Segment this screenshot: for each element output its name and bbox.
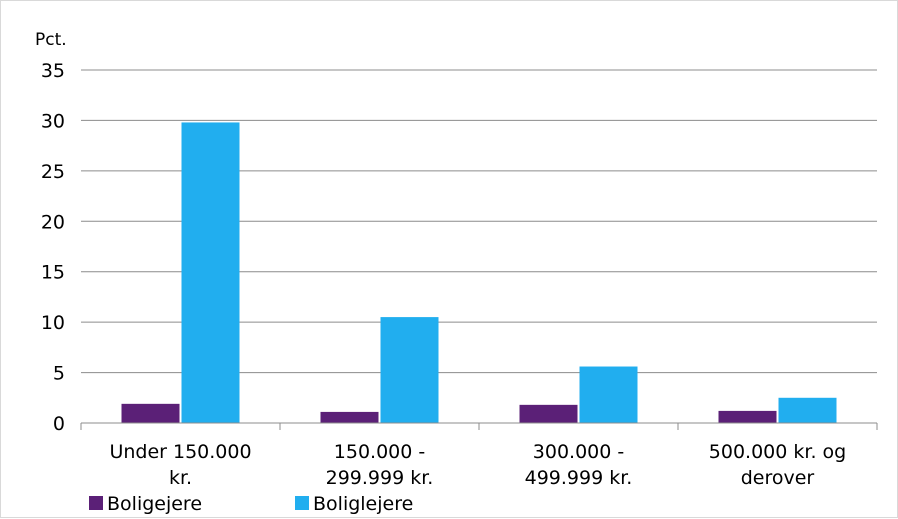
y-tick-label: 35 bbox=[41, 60, 65, 82]
y-tick-label: 5 bbox=[53, 363, 65, 385]
y-tick-label: 20 bbox=[41, 211, 65, 233]
x-axis-category-labels: Under 150.000 kr. 150.000 - 299.999 kr. 300.… bbox=[109, 441, 846, 489]
x-category-label: 499.999 kr. bbox=[525, 467, 633, 489]
x-category-label: kr. bbox=[169, 467, 192, 489]
bar-boligejere-1 bbox=[121, 403, 180, 423]
x-category-label: 299.999 kr. bbox=[326, 467, 434, 489]
legend: Boligejere Boliglejere bbox=[89, 493, 413, 515]
y-axis-unit-label: Pct. bbox=[35, 30, 67, 50]
bar-boliglejere-3 bbox=[579, 366, 638, 423]
legend-label-boligejere: Boligejere bbox=[107, 493, 202, 515]
x-category-label: Under 150.000 bbox=[109, 441, 251, 463]
y-tick-label: 25 bbox=[41, 161, 65, 183]
x-category-label: 150.000 - bbox=[334, 441, 425, 463]
legend-swatch-boliglejere bbox=[295, 496, 309, 510]
y-tick-label: 15 bbox=[41, 262, 65, 284]
y-tick-label: 30 bbox=[41, 110, 65, 132]
x-axis bbox=[80, 422, 878, 430]
x-category-label: derover bbox=[741, 467, 815, 489]
legend-label-boliglejere: Boliglejere bbox=[313, 493, 413, 515]
x-category-label: 300.000 - bbox=[533, 441, 624, 463]
x-category-label: 500.000 kr. og bbox=[709, 441, 846, 463]
bar-boliglejere-1 bbox=[181, 122, 240, 424]
y-tick-label: 0 bbox=[53, 413, 65, 435]
bar-boliglejere-4 bbox=[778, 397, 837, 423]
bars bbox=[121, 122, 837, 424]
bar-boligejere-2 bbox=[320, 411, 379, 423]
y-axis-ticks: 0 5 10 15 20 25 30 35 bbox=[41, 60, 65, 435]
y-tick-label: 10 bbox=[41, 312, 65, 334]
bar-boligejere-4 bbox=[718, 410, 777, 423]
bar-boligejere-3 bbox=[519, 404, 578, 423]
legend-swatch-boligejere bbox=[89, 496, 103, 510]
bar-boliglejere-2 bbox=[380, 317, 439, 423]
